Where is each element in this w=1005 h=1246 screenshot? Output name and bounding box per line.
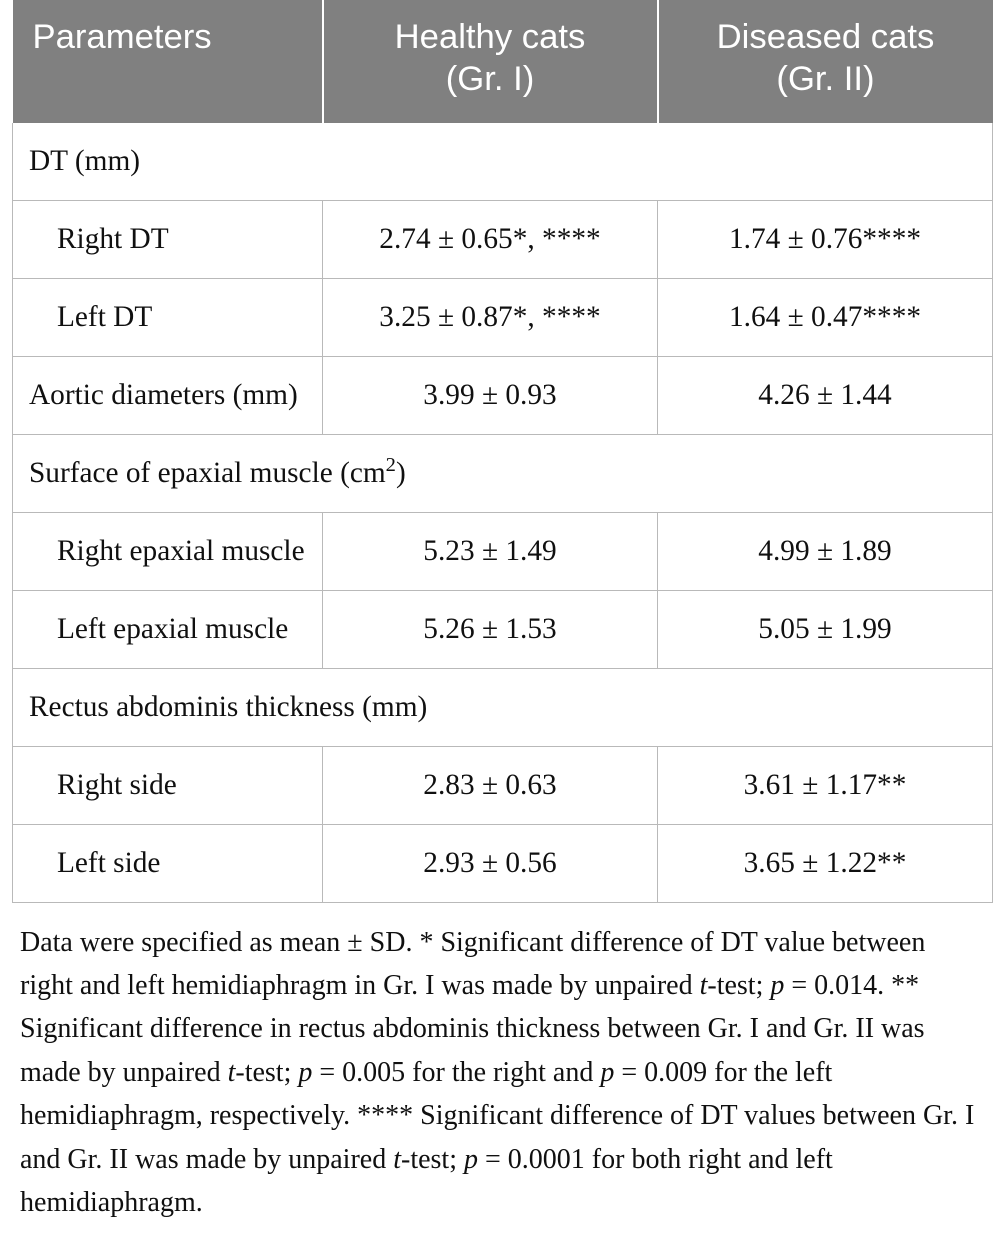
column-header-healthy-line2: (Gr. I) [446,60,535,98]
column-header-diseased-line1: Diseased cats [717,18,935,56]
row-label: Left DT [13,278,323,356]
results-table: Parameters Healthy cats (Gr. I) Diseased … [12,0,993,903]
value-diseased: 3.61 ± 1.17** [658,746,993,824]
table-row: Right side2.83 ± 0.633.61 ± 1.17** [13,746,993,824]
row-label: Right DT [13,200,323,278]
value-diseased: 4.26 ± 1.44 [658,356,993,434]
value-healthy: 2.83 ± 0.63 [323,746,658,824]
value-healthy: 3.25 ± 0.87*, **** [323,278,658,356]
column-header-parameters: Parameters [13,0,323,123]
value-diseased: 5.05 ± 1.99 [658,590,993,668]
row-label: Right side [13,746,323,824]
value-diseased: 1.74 ± 0.76**** [658,200,993,278]
table-row: Left epaxial muscle5.26 ± 1.535.05 ± 1.9… [13,590,993,668]
table-row: Left side2.93 ± 0.563.65 ± 1.22** [13,824,993,902]
section-label: Surface of epaxial muscle (cm2) [13,434,993,512]
row-label: Aortic diameters (mm) [13,356,323,434]
table-row: Left DT3.25 ± 0.87*, ****1.64 ± 0.47**** [13,278,993,356]
table-row: Aortic diameters (mm)3.99 ± 0.934.26 ± 1… [13,356,993,434]
section-label: Rectus abdominis thickness (mm) [13,668,993,746]
row-label: Right epaxial muscle [13,512,323,590]
table-row: Right DT2.74 ± 0.65*, ****1.74 ± 0.76***… [13,200,993,278]
value-diseased: 1.64 ± 0.47**** [658,278,993,356]
section-label: DT (mm) [13,123,993,201]
value-healthy: 2.74 ± 0.65*, **** [323,200,658,278]
column-header-healthy: Healthy cats (Gr. I) [323,0,658,123]
table-footnote: Data were specified as mean ± SD. * Sign… [12,903,993,1229]
table-row: Rectus abdominis thickness (mm) [13,668,993,746]
table-row: Right epaxial muscle5.23 ± 1.494.99 ± 1.… [13,512,993,590]
row-label: Left epaxial muscle [13,590,323,668]
value-healthy: 2.93 ± 0.56 [323,824,658,902]
value-healthy: 5.26 ± 1.53 [323,590,658,668]
value-healthy: 3.99 ± 0.93 [323,356,658,434]
table-container: Parameters Healthy cats (Gr. I) Diseased … [0,0,1005,1246]
table-body: DT (mm)Right DT2.74 ± 0.65*, ****1.74 ± … [13,123,993,903]
row-label: Left side [13,824,323,902]
table-row: Surface of epaxial muscle (cm2) [13,434,993,512]
value-diseased: 3.65 ± 1.22** [658,824,993,902]
value-healthy: 5.23 ± 1.49 [323,512,658,590]
column-header-diseased-line2: (Gr. II) [776,60,874,98]
column-header-healthy-line1: Healthy cats [395,18,586,56]
column-header-diseased: Diseased cats (Gr. II) [658,0,993,123]
table-row: DT (mm) [13,123,993,201]
value-diseased: 4.99 ± 1.89 [658,512,993,590]
table-header-row: Parameters Healthy cats (Gr. I) Diseased … [13,0,993,123]
